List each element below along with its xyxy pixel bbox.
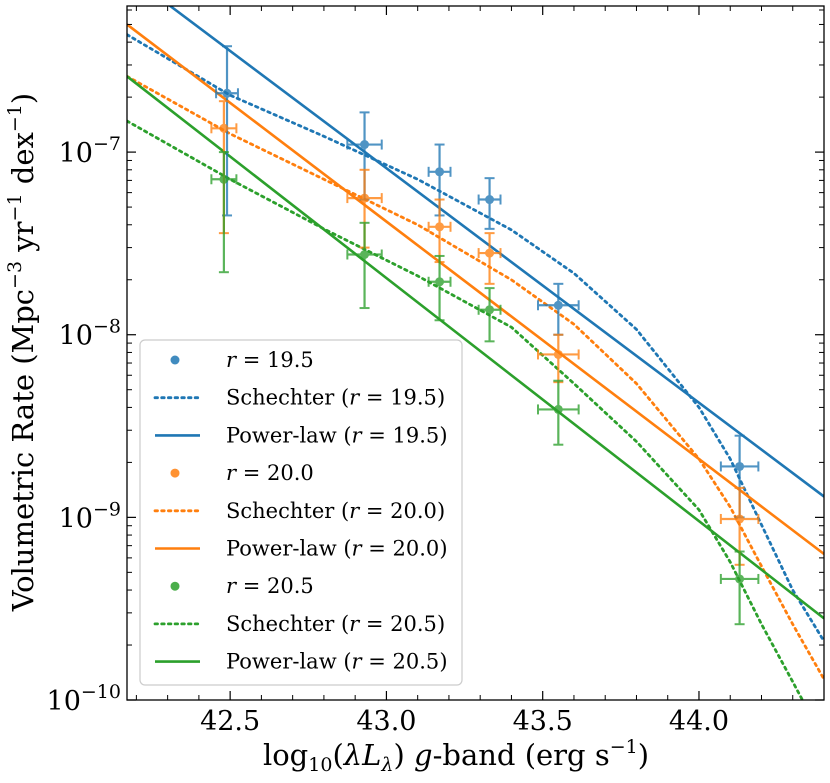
legend-label: Schechter (r = 19.5) — [226, 386, 445, 410]
data-point-r205 — [537, 379, 580, 446]
y-tick-label: 10−10 — [47, 681, 121, 717]
data-point-r205 — [210, 151, 238, 274]
legend-entry: r = 20.5 — [170, 574, 314, 598]
data-point-r200 — [346, 168, 383, 249]
data-marker — [435, 222, 445, 232]
legend-label: r = 19.5 — [226, 348, 314, 372]
legend-box — [139, 339, 463, 686]
data-point-r195 — [477, 177, 502, 230]
legend-label: r = 20.5 — [226, 574, 314, 598]
x-axis-title: log10(λLλ) g-band (erg s−1) — [263, 736, 649, 776]
legend-marker — [170, 468, 180, 478]
data-marker — [435, 167, 445, 177]
legend-label: r = 20.0 — [226, 461, 314, 485]
legend-label: Power-law (r = 20.0) — [226, 537, 448, 561]
y-axis-title: Volumetric Rate (Mpc−3 yr−1 dex−1) — [4, 93, 40, 612]
legend-label: Schechter (r = 20.0) — [226, 499, 445, 523]
data-marker — [219, 174, 229, 184]
data-marker — [360, 193, 370, 203]
data-marker — [485, 248, 495, 258]
powerlaw-line-r205 — [127, 75, 824, 620]
data-marker — [219, 123, 229, 133]
x-tick-label: 44.0 — [669, 706, 729, 737]
data-point-r205 — [477, 287, 502, 343]
legend-entry: Schechter (r = 20.5) — [153, 612, 445, 636]
axis-ticks: 42.5 43.0 43.5 44.0 10−7 10−8 10−9 10−10 — [47, 6, 825, 737]
data-point-r205 — [719, 550, 760, 626]
legend-entry: r = 19.5 — [170, 348, 314, 372]
x-tick-label: 42.5 — [200, 706, 260, 737]
legend-label: Power-law (r = 20.5) — [226, 650, 448, 674]
data-point-r200 — [537, 333, 580, 384]
data-marker — [485, 195, 495, 205]
legend-marker — [170, 581, 180, 591]
legend-entry: Power-law (r = 20.5) — [155, 650, 448, 674]
powerlaw-line-r195 — [168, 6, 824, 498]
data-marker — [553, 349, 563, 359]
data-marker — [360, 250, 370, 260]
y-tick-label: 10−7 — [59, 133, 121, 169]
legend: r = 19.5 Schechter (r = 19.5) Power-law (r… — [139, 339, 463, 686]
data-point-r200 — [477, 232, 502, 285]
x-tick-label: 43.0 — [356, 706, 416, 737]
data-marker — [435, 277, 445, 287]
legend-entry: Power-law (r = 19.5) — [155, 423, 448, 447]
data-marker — [735, 514, 745, 524]
legend-marker — [170, 355, 180, 365]
data-point-r205 — [427, 254, 452, 322]
schechter-curve-r195 — [127, 33, 824, 643]
model-curves — [127, 6, 824, 700]
plot-border — [126, 5, 825, 701]
data-marker — [485, 305, 495, 315]
legend-entry: r = 20.0 — [170, 461, 314, 485]
data-point-r200 — [427, 198, 452, 264]
axes-frame — [126, 5, 825, 701]
x-tick-label: 43.5 — [513, 706, 573, 737]
schechter-curve-r205 — [127, 119, 805, 700]
schechter-curve-r200 — [127, 74, 824, 681]
data-marker — [735, 461, 745, 471]
data-point-r205 — [346, 221, 383, 310]
data-marker — [735, 574, 745, 584]
legend-label: Schechter (r = 20.5) — [226, 612, 445, 636]
data-marker — [222, 88, 232, 98]
legend-entry: Schechter (r = 20.0) — [153, 499, 445, 523]
data-marker — [553, 300, 563, 310]
data-points — [210, 45, 760, 626]
y-tick-label: 10−8 — [59, 316, 121, 352]
legend-entry: Power-law (r = 20.0) — [155, 537, 448, 561]
y-tick-label: 10−9 — [59, 498, 121, 534]
legend-label: Power-law (r = 19.5) — [226, 423, 448, 447]
legend-entry: Schechter (r = 19.5) — [153, 386, 445, 410]
data-marker — [553, 404, 563, 414]
data-marker — [360, 140, 370, 150]
powerlaw-line-r200 — [127, 23, 824, 556]
